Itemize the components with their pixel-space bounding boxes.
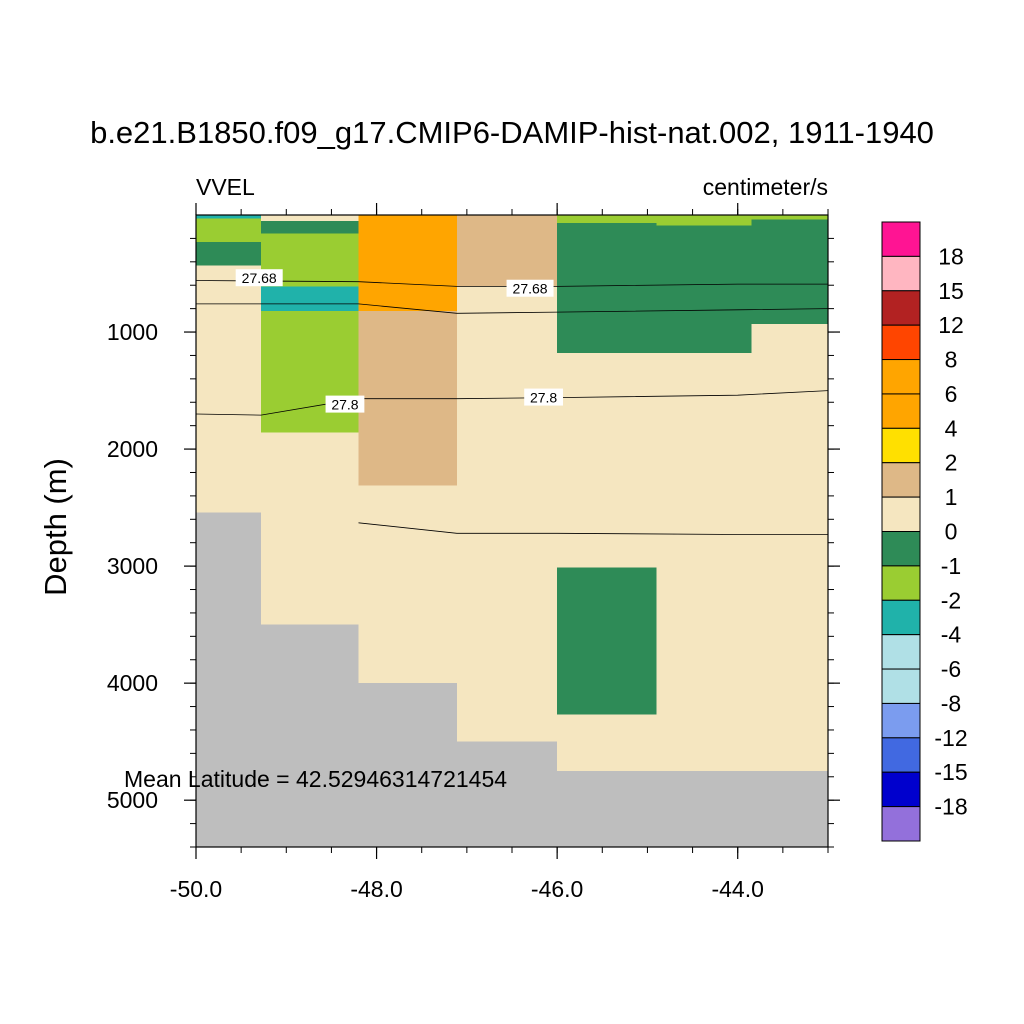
velocity-cell bbox=[358, 310, 457, 486]
colorbar-swatch bbox=[881, 702, 921, 739]
density-contour bbox=[358, 522, 828, 535]
chart-title: b.e21.B1850.f09_g17.CMIP6-DAMIP-hist-nat… bbox=[90, 115, 934, 150]
velocity-cell bbox=[261, 215, 359, 221]
colorbar-swatch bbox=[881, 737, 921, 773]
velocity-cell bbox=[656, 215, 752, 226]
seafloor-land bbox=[261, 624, 359, 847]
x-tick-label: -50.0 bbox=[170, 876, 222, 902]
velocity-cell bbox=[751, 219, 828, 324]
colorbar-swatch bbox=[881, 806, 921, 842]
seafloor-land bbox=[456, 741, 558, 847]
axes: -50.0 -48.0 -46.0 -44.0 1000 2000 3000 4000 5000 bbox=[107, 203, 840, 902]
variable-label: VVEL bbox=[196, 174, 255, 200]
velocity-cell bbox=[261, 286, 359, 311]
y-axis-label: Depth (m) bbox=[38, 458, 73, 596]
colorbar-swatch bbox=[881, 668, 921, 704]
colorbar-label: 4 bbox=[945, 415, 958, 441]
y-tick-label: 2000 bbox=[107, 436, 158, 462]
contour-label-box bbox=[325, 395, 365, 413]
velocity-cell bbox=[358, 215, 457, 258]
seafloor-land bbox=[196, 512, 262, 847]
velocity-cell bbox=[557, 223, 657, 354]
contour-label-box bbox=[235, 269, 283, 287]
colorbar-label: -8 bbox=[941, 690, 961, 716]
velocity-cell bbox=[358, 485, 457, 684]
colorbar-label: 12 bbox=[938, 312, 964, 338]
colorbar-label: -12 bbox=[934, 725, 967, 751]
colorbar-label: 1 bbox=[945, 484, 958, 510]
velocity-cell bbox=[751, 215, 828, 220]
velocity-cell bbox=[557, 215, 657, 224]
y-tick-label: 5000 bbox=[107, 787, 158, 813]
colorbar-swatch bbox=[881, 531, 921, 567]
density-contour bbox=[196, 303, 829, 314]
velocity-cell bbox=[261, 432, 359, 625]
colorbar-label: 15 bbox=[938, 278, 964, 304]
colorbar-swatch bbox=[881, 599, 921, 636]
contour-label-box bbox=[524, 388, 563, 406]
velocity-cell bbox=[261, 220, 359, 234]
x-tick-label: -48.0 bbox=[350, 876, 402, 902]
colorbar-label: 6 bbox=[945, 381, 958, 407]
y-tick-label: 4000 bbox=[107, 670, 158, 696]
contour-label: 27.68 bbox=[242, 270, 277, 286]
x-tick-label: -46.0 bbox=[531, 876, 583, 902]
colorbar-label: -6 bbox=[941, 656, 961, 682]
colorbar-label: -15 bbox=[934, 759, 967, 785]
seafloor-land bbox=[358, 683, 457, 847]
x-tick-label: -44.0 bbox=[711, 876, 763, 902]
plot-area: 27.68 27.68 27.8 27.8 bbox=[195, 215, 829, 847]
colorbar-label: 0 bbox=[945, 519, 958, 545]
colorbar-swatch bbox=[881, 462, 921, 498]
density-contour bbox=[195, 390, 829, 416]
velocity-cell bbox=[557, 567, 657, 715]
velocity-cell bbox=[196, 218, 262, 242]
units-label: centimeter/s bbox=[703, 174, 828, 200]
velocity-cell bbox=[557, 353, 657, 568]
velocity-cell bbox=[456, 286, 558, 742]
velocity-cell bbox=[456, 215, 558, 287]
colorbar: 18 15 12 8 6 4 2 1 0 -1 -2 -4 -6 -8 -12 -15 -18 bbox=[881, 221, 968, 842]
velocity-cell bbox=[261, 310, 359, 433]
contour-label: 27.68 bbox=[513, 281, 548, 297]
colorbar-swatch bbox=[881, 393, 921, 429]
colorbar-label: 18 bbox=[938, 243, 964, 269]
colorbar-swatch bbox=[881, 324, 921, 361]
velocity-cell bbox=[196, 265, 262, 513]
velocity-cell bbox=[656, 353, 752, 771]
colorbar-label: -4 bbox=[941, 622, 962, 648]
velocity-cell bbox=[196, 241, 262, 266]
colorbar-swatch bbox=[881, 359, 921, 395]
colorbar-swatch bbox=[881, 771, 921, 808]
contour-label: 27.8 bbox=[331, 397, 358, 413]
colorbar-label: -2 bbox=[941, 587, 961, 613]
seafloor-land bbox=[557, 770, 828, 847]
y-tick-label: 3000 bbox=[107, 553, 158, 579]
colorbar-swatch bbox=[881, 634, 921, 670]
colorbar-label: 2 bbox=[945, 450, 958, 476]
colorbar-label: -1 bbox=[941, 553, 961, 579]
colorbar-label: 8 bbox=[945, 347, 958, 373]
y-tick-label: 1000 bbox=[107, 319, 158, 345]
mean-latitude-annotation: Mean Latitude = 42.52946314721454 bbox=[124, 766, 507, 792]
contour-label: 27.8 bbox=[530, 390, 557, 406]
colorbar-swatch bbox=[881, 427, 921, 464]
colorbar-swatch bbox=[881, 255, 921, 292]
contour-label-box bbox=[506, 279, 554, 297]
colorbar-swatch bbox=[881, 565, 921, 601]
colorbar-label: -18 bbox=[934, 794, 967, 820]
colorbar-swatch bbox=[881, 496, 921, 533]
velocity-cell bbox=[557, 714, 657, 771]
velocity-cell bbox=[751, 323, 828, 771]
colorbar-swatch bbox=[881, 221, 921, 257]
colorbar-swatch bbox=[881, 290, 921, 326]
velocity-cell bbox=[656, 225, 752, 354]
velocity-cell bbox=[196, 215, 262, 219]
